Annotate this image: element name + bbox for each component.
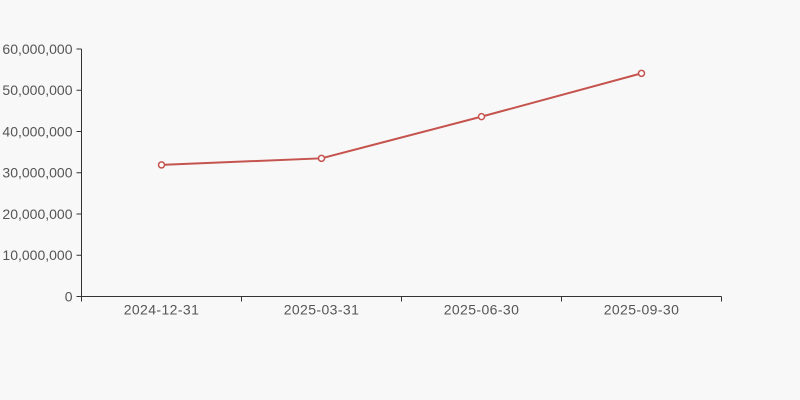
series-line [160,72,643,166]
data-point-marker[interactable] [157,161,166,169]
x-axis-tick-label: 2024-12-31 [124,302,200,318]
x-axis-tick-label: 2025-06-30 [444,302,520,318]
data-point-marker[interactable] [317,154,326,163]
data-point-marker[interactable] [477,112,486,121]
y-axis-tick-label: 50,000,000 [2,82,72,98]
data-point-marker[interactable] [637,69,646,78]
y-axis-tick-label: 10,000,000 [2,247,72,263]
x-axis-tick-label: 2025-09-30 [604,302,680,318]
y-axis-tick-label: 40,000,000 [2,123,72,139]
y-axis-tick-label: 60,000,000 [2,41,72,57]
y-axis-tick-label: 20,000,000 [2,206,72,222]
y-axis-tick-label: 30,000,000 [2,165,72,181]
x-axis-tick-label: 2025-03-31 [284,302,360,318]
y-axis-tick-label: 0 [65,288,73,304]
